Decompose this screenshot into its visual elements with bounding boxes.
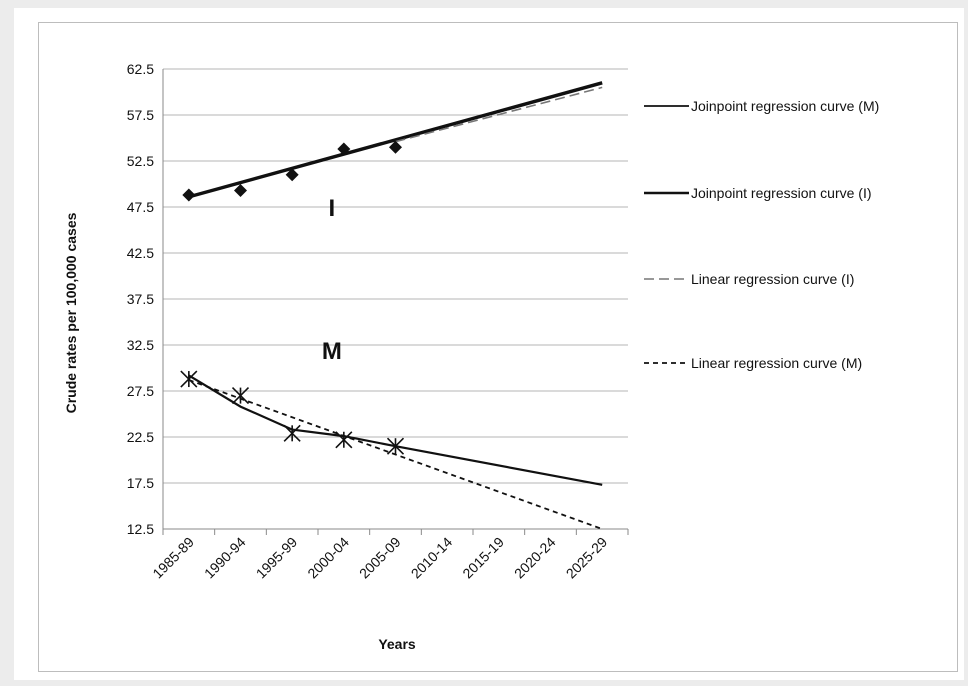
series-line-3 xyxy=(188,379,603,530)
y-tick-label: 27.5 xyxy=(127,383,154,399)
series-line-1 xyxy=(188,81,603,199)
asterisk-marker xyxy=(283,424,301,442)
line-chart: 12.5 17.5 22.5 27.5 32.5 37.5 42.5 47.5 52.5 57.5… xyxy=(63,61,879,652)
y-tick-label: 32.5 xyxy=(127,337,154,353)
x-tick-label: 2000-04 xyxy=(304,534,352,582)
y-tick-label: 52.5 xyxy=(127,153,154,169)
diamond-marker xyxy=(389,140,402,154)
series-line-0 xyxy=(188,374,603,486)
asterisk-marker xyxy=(180,370,198,388)
x-tick-label: 2005-09 xyxy=(356,534,404,582)
chart-container: 12.5 17.5 22.5 27.5 32.5 37.5 42.5 47.5 52.5 57.5… xyxy=(38,22,958,672)
legend-label: Joinpoint regression curve (I) xyxy=(691,185,872,201)
diamond-marker xyxy=(182,188,196,202)
legend-label: Linear regression curve (I) xyxy=(691,271,854,287)
x-tick-label: 2015-19 xyxy=(459,534,507,582)
y-tick-label: 37.5 xyxy=(127,291,154,307)
y-tick-label: 47.5 xyxy=(127,199,154,215)
y-tick-label: 17.5 xyxy=(127,475,154,491)
x-axis-title: Years xyxy=(378,636,416,652)
series-lines xyxy=(188,81,603,530)
figure-frame: 12.5 17.5 22.5 27.5 32.5 37.5 42.5 47.5 52.5 57.5… xyxy=(14,8,964,680)
axes xyxy=(162,69,629,535)
tick-labels: 12.5 17.5 22.5 27.5 32.5 37.5 42.5 47.5 52.5 57.5… xyxy=(127,61,611,581)
x-tick-label: 2025-29 xyxy=(563,534,611,582)
x-tick-label: 2010-14 xyxy=(408,534,456,582)
group-label-I: I xyxy=(328,195,335,222)
y-tick-label: 12.5 xyxy=(127,521,154,537)
asterisk-marker xyxy=(386,437,405,455)
diamond-marker xyxy=(234,183,247,197)
x-tick-label: 2020-24 xyxy=(511,534,559,582)
data-markers xyxy=(180,140,405,455)
legend-label: Joinpoint regression curve (M) xyxy=(691,98,879,114)
diamond-marker xyxy=(285,168,299,182)
group-label-M: M xyxy=(322,338,342,365)
diamond-marker xyxy=(337,142,351,156)
gridlines xyxy=(163,68,628,530)
y-tick-label: 42.5 xyxy=(127,245,154,261)
x-tick-label: 1990-94 xyxy=(201,534,249,582)
x-tick-label: 1995-99 xyxy=(253,534,301,582)
asterisk-marker xyxy=(231,387,250,405)
x-tick-label: 1985-89 xyxy=(149,534,197,582)
y-axis-title: Crude rates per 100,000 cases xyxy=(63,212,79,413)
legend-label: Linear regression curve (M) xyxy=(691,355,862,371)
y-tick-label: 22.5 xyxy=(127,429,154,445)
asterisk-marker xyxy=(335,431,353,449)
series-line-2 xyxy=(395,86,603,143)
y-tick-label: 62.5 xyxy=(127,61,154,77)
y-tick-label: 57.5 xyxy=(127,107,154,123)
group-annotations: IM xyxy=(322,195,342,365)
legend: Joinpoint regression curve (M) Joinpoint … xyxy=(644,98,879,371)
